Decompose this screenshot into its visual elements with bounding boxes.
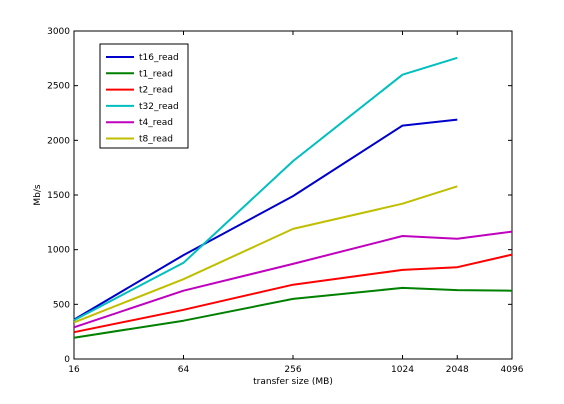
y-tick-label: 0: [64, 355, 70, 365]
y-tick-label: 3000: [47, 27, 70, 37]
y-tick-label: 500: [53, 300, 70, 310]
legend-label-t32-read: t32_read: [139, 102, 179, 112]
x-tick-label: 1024: [391, 365, 414, 375]
series-line-t32-read: [73, 56, 458, 322]
series-line-t1-read: [73, 286, 513, 339]
series-line-t16-read: [73, 118, 458, 321]
legend-label-t8-read: t8_read: [139, 135, 173, 145]
legend-label-t16-read: t16_read: [139, 53, 179, 63]
y-tick-label: 2500: [47, 82, 70, 92]
series-lines: [73, 56, 513, 339]
legend-label-t2-read: t2_read: [139, 86, 173, 96]
series-line-t8-read: [73, 185, 458, 324]
y-axis-label: Mb/s: [33, 184, 43, 206]
x-tick-label: 16: [68, 365, 80, 375]
legend-label-t1-read: t1_read: [139, 69, 173, 79]
x-tick-label: 4096: [501, 365, 524, 375]
y-axis: 0 500 1000 1500 2000 2500 3000: [47, 27, 512, 365]
legend-box: [99, 43, 189, 149]
x-axis: 16 64 256 1024 2048 4096: [68, 31, 524, 375]
x-tick-label: 256: [284, 365, 301, 375]
x-axis-label: transfer size (MB): [253, 377, 333, 387]
y-tick-label: 1500: [47, 191, 70, 201]
x-tick-label: 64: [178, 365, 190, 375]
y-tick-label: 2000: [47, 136, 70, 146]
x-tick-label: 2048: [446, 365, 469, 375]
legend: t16_read t1_read t2_read t32_read t4_read t8_…: [99, 43, 189, 149]
series-line-t4-read: [73, 230, 513, 329]
series-line-t2-read: [73, 253, 513, 334]
legend-label-t4-read: t4_read: [139, 118, 173, 128]
y-tick-label: 1000: [47, 246, 70, 256]
